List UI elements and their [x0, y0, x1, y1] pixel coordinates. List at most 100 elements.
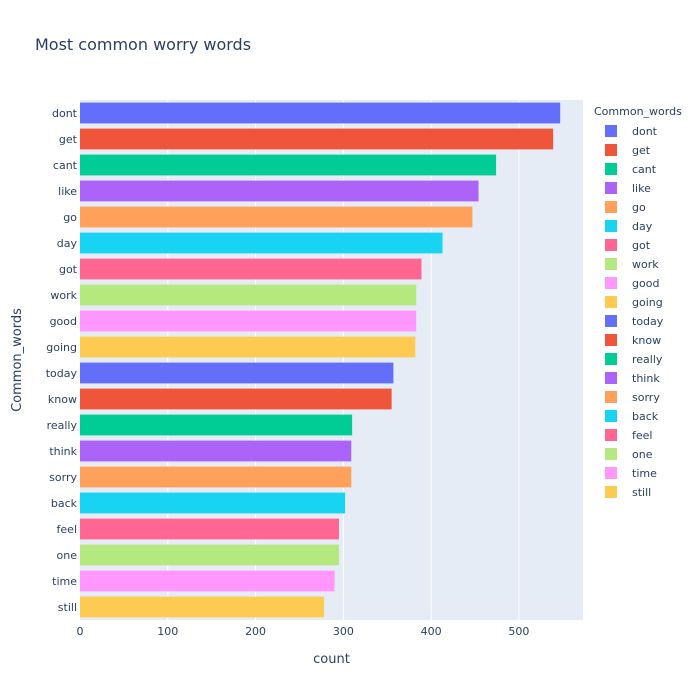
legend-item-think[interactable]: think	[605, 372, 660, 385]
legend-label: cant	[632, 163, 657, 176]
bar-still[interactable]	[80, 596, 325, 618]
bar-get[interactable]	[80, 128, 554, 150]
legend-label: feel	[632, 429, 652, 442]
legend-swatch	[605, 391, 617, 403]
legend-swatch	[605, 429, 617, 441]
y-axis-title: Common_words	[10, 308, 25, 412]
legend-label: today	[632, 315, 664, 328]
bar-go[interactable]	[80, 206, 473, 228]
bar-sorry[interactable]	[80, 466, 352, 488]
bar-got[interactable]	[80, 258, 422, 280]
y-tick-label: think	[49, 445, 77, 458]
y-tick-label: know	[48, 393, 77, 406]
legend-item-back[interactable]: back	[605, 410, 659, 423]
legend-swatch	[605, 277, 617, 289]
bar-good[interactable]	[80, 310, 417, 332]
legend-swatch	[605, 448, 617, 460]
y-tick-label: work	[50, 289, 77, 302]
x-axis-title: count	[313, 652, 350, 667]
legend-label: get	[632, 144, 651, 157]
legend-item-go[interactable]: go	[605, 201, 646, 214]
bar-know[interactable]	[80, 388, 392, 410]
y-tick-label: get	[59, 133, 78, 146]
y-tick-label: go	[63, 211, 77, 224]
legend-label: one	[632, 448, 653, 461]
y-tick-label: going	[46, 341, 77, 354]
legend-item-work[interactable]: work	[605, 258, 659, 271]
legend-item-like[interactable]: like	[605, 182, 651, 195]
legend-label: sorry	[632, 391, 660, 404]
legend-label: go	[632, 201, 646, 214]
legend-item-time[interactable]: time	[605, 467, 657, 480]
legend-swatch	[605, 334, 617, 346]
chart-title: Most common worry words	[35, 35, 251, 54]
legend-swatch	[605, 220, 617, 232]
legend[interactable]: Common_words dont get cant like go day got work…	[594, 105, 682, 499]
legend-label: think	[632, 372, 660, 385]
legend-item-good[interactable]: good	[605, 277, 659, 290]
legend-items[interactable]: dont get cant like go day got work good going toda…	[605, 125, 664, 499]
legend-swatch	[605, 163, 617, 175]
legend-swatch	[605, 144, 617, 156]
x-tick-label: 0	[77, 625, 84, 638]
bar-time[interactable]	[80, 570, 335, 592]
legend-swatch	[605, 315, 617, 327]
legend-item-sorry[interactable]: sorry	[605, 391, 660, 404]
bars	[80, 102, 561, 618]
legend-item-day[interactable]: day	[605, 220, 653, 233]
legend-item-one[interactable]: one	[605, 448, 653, 461]
legend-swatch	[605, 239, 617, 251]
bar-cant[interactable]	[80, 154, 497, 176]
legend-swatch	[605, 353, 617, 365]
y-tick-label: like	[58, 185, 77, 198]
y-tick-label: day	[57, 237, 78, 250]
legend-item-know[interactable]: know	[605, 334, 661, 347]
legend-swatch	[605, 486, 617, 498]
bar-work[interactable]	[80, 284, 417, 306]
bar-day[interactable]	[80, 232, 443, 254]
y-tick-label: dont	[52, 107, 78, 120]
bar-like[interactable]	[80, 180, 479, 202]
legend-item-still[interactable]: still	[605, 486, 651, 499]
bar-today[interactable]	[80, 362, 394, 384]
x-tick-label: 500	[508, 625, 529, 638]
legend-label: time	[632, 467, 657, 480]
legend-item-get[interactable]: get	[605, 144, 651, 157]
bar-really[interactable]	[80, 414, 353, 436]
y-tick-label: really	[47, 419, 78, 432]
legend-swatch	[605, 182, 617, 194]
bar-back[interactable]	[80, 492, 346, 514]
legend-label: really	[632, 353, 663, 366]
y-tick-label: got	[59, 263, 78, 276]
legend-item-really[interactable]: really	[605, 353, 663, 366]
plot-background	[80, 100, 583, 620]
legend-label: going	[632, 296, 663, 309]
x-tick-label: 400	[421, 625, 442, 638]
legend-item-feel[interactable]: feel	[605, 429, 652, 442]
x-tick-label: 300	[333, 625, 354, 638]
legend-item-dont[interactable]: dont	[605, 125, 658, 138]
legend-label: like	[632, 182, 651, 195]
y-tick-label: one	[57, 549, 78, 562]
legend-label: work	[632, 258, 659, 271]
y-tick-label: feel	[57, 523, 77, 536]
y-tick-label: still	[58, 601, 77, 614]
bar-one[interactable]	[80, 544, 339, 566]
legend-label: still	[632, 486, 651, 499]
legend-item-cant[interactable]: cant	[605, 163, 657, 176]
bar-think[interactable]	[80, 440, 352, 462]
bar-dont[interactable]	[80, 102, 561, 124]
legend-item-going[interactable]: going	[605, 296, 663, 309]
bar-feel[interactable]	[80, 518, 339, 540]
bar-going[interactable]	[80, 336, 416, 358]
y-tick-label: cant	[53, 159, 78, 172]
y-tick-label: time	[52, 575, 77, 588]
legend-item-today[interactable]: today	[605, 315, 664, 328]
legend-label: day	[632, 220, 653, 233]
legend-item-got[interactable]: got	[605, 239, 651, 252]
y-tick-label: good	[50, 315, 77, 328]
legend-swatch	[605, 467, 617, 479]
legend-swatch	[605, 125, 617, 137]
legend-label: got	[632, 239, 651, 252]
